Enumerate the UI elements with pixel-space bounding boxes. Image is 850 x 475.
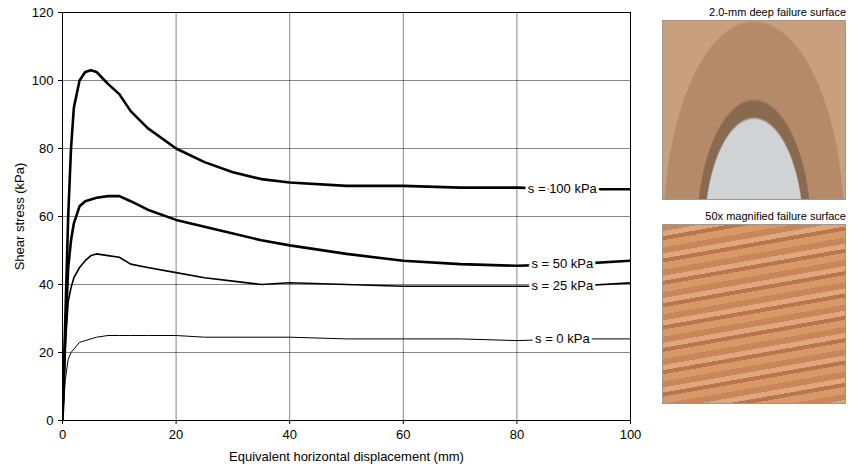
html-text:2.0-mm deep failure surface: 2.0-mm deep failure surface	[709, 6, 846, 18]
svg-text:120: 120	[32, 5, 54, 20]
svg-text:40: 40	[39, 277, 53, 292]
svg-text:s = 50 kPa: s = 50 kPa	[531, 256, 594, 271]
svg-text:80: 80	[510, 427, 524, 442]
svg-text:0: 0	[46, 413, 53, 428]
svg-text:100: 100	[620, 427, 642, 442]
svg-text:s = 100 kPa: s = 100 kPa	[528, 181, 598, 196]
svg-text:s = 0 kPa: s = 0 kPa	[535, 331, 590, 346]
svg-text:80: 80	[39, 141, 53, 156]
svg-text:20: 20	[39, 345, 53, 360]
svg-text:60: 60	[39, 209, 53, 224]
svg-text:100: 100	[32, 73, 54, 88]
svg-text:20: 20	[169, 427, 183, 442]
svg-text:s = 25 kPa: s = 25 kPa	[531, 278, 594, 293]
svg-text:40: 40	[282, 427, 296, 442]
svg-text:Shear stress (kPa): Shear stress (kPa)	[12, 163, 27, 271]
html-text:50x magnified failure surface: 50x magnified failure surface	[705, 210, 846, 222]
svg-text:60: 60	[396, 427, 410, 442]
svg-text:Equivalent horizontal displace: Equivalent horizontal displacement (mm)	[229, 449, 464, 464]
svg-text:0: 0	[59, 427, 66, 442]
